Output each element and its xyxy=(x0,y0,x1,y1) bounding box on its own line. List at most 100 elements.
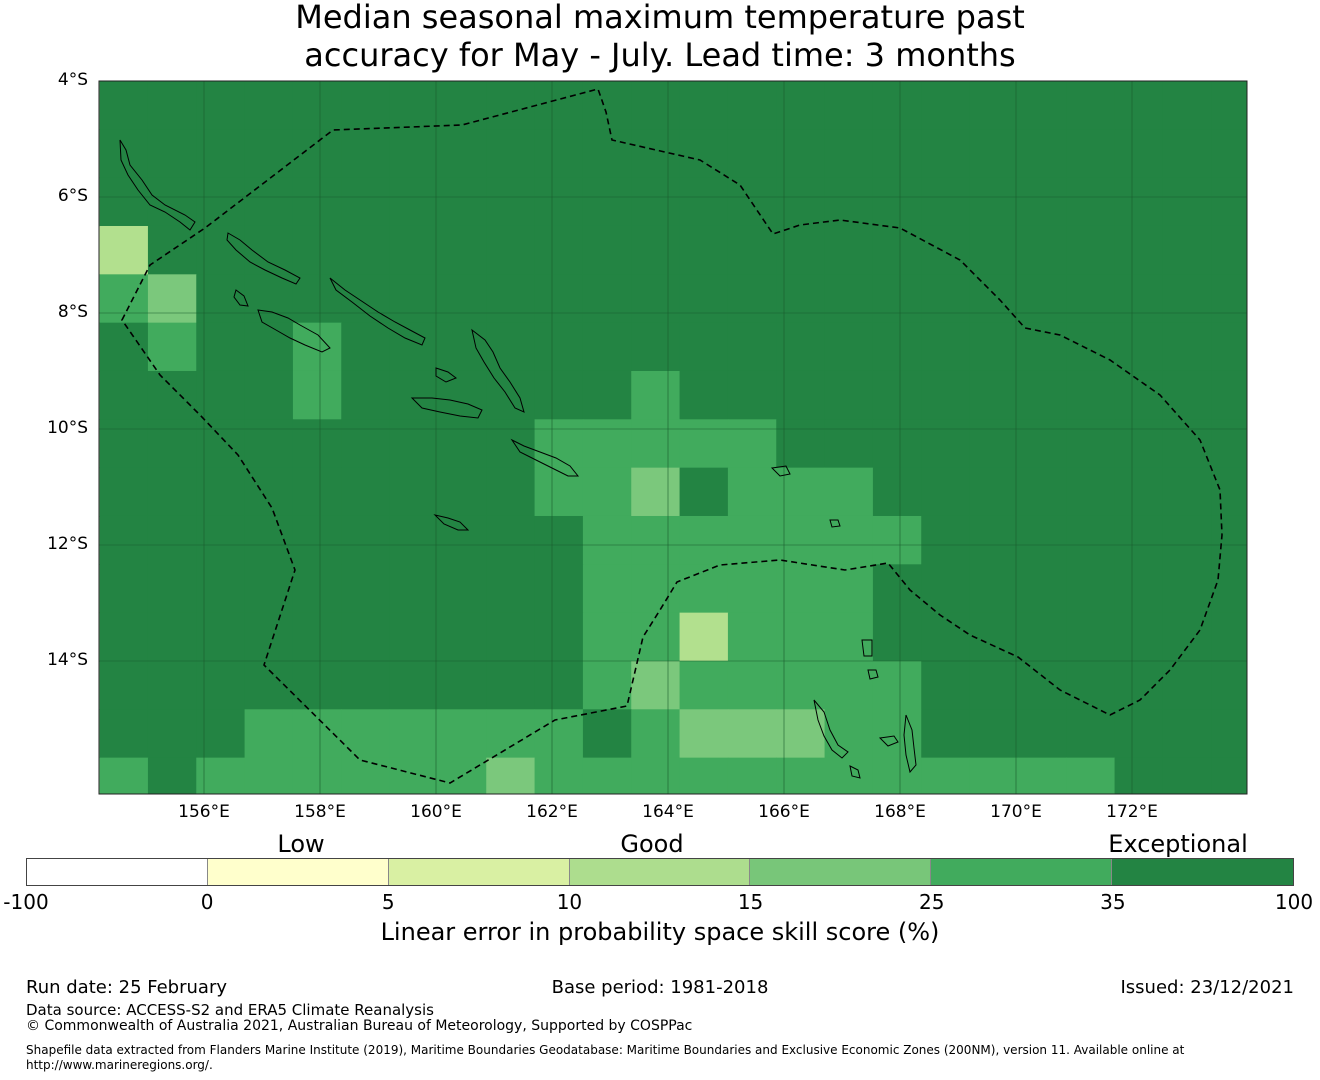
grid-cell xyxy=(1017,322,1067,372)
grid-cell xyxy=(679,612,729,662)
grid-cell xyxy=(631,757,681,795)
grid-cell xyxy=(341,81,391,130)
grid-cell xyxy=(1017,660,1067,710)
grid-cell xyxy=(196,564,246,614)
grid-cell xyxy=(631,564,681,614)
grid-cell xyxy=(679,129,729,179)
grid-cell xyxy=(631,322,681,372)
grid-cell xyxy=(872,467,922,517)
grid-cell xyxy=(1066,225,1116,275)
grid-cell xyxy=(1066,515,1116,565)
grid-cell xyxy=(969,515,1019,565)
grid-cell xyxy=(99,757,149,795)
grid-cell xyxy=(824,612,874,662)
grid-cell xyxy=(727,274,777,324)
grid-cell xyxy=(582,612,632,662)
grid-cell xyxy=(437,370,487,420)
grid-cell xyxy=(1114,467,1164,517)
colorbar-segment xyxy=(1112,859,1293,885)
grid-cell xyxy=(341,660,391,710)
grid-cell xyxy=(196,322,246,372)
grid-cell xyxy=(147,274,197,324)
grid-cell xyxy=(1066,322,1116,372)
grid-cell xyxy=(244,612,294,662)
colorbar-tick-label: 10 xyxy=(556,890,583,914)
island-outline xyxy=(878,735,899,747)
grid-cell xyxy=(1211,225,1248,275)
grid-cell xyxy=(292,81,342,130)
grid-cell xyxy=(99,660,149,710)
grid-cell xyxy=(534,419,584,469)
island-outline xyxy=(329,277,426,346)
grid-cell xyxy=(389,322,439,372)
grid-cell xyxy=(244,129,294,179)
grid-cell xyxy=(437,467,487,517)
island-outline xyxy=(770,465,791,477)
grid-cell xyxy=(147,225,197,275)
colorbar-tick-label: 5 xyxy=(381,890,395,914)
longitude-label: 158°E xyxy=(294,802,346,822)
grid-cell xyxy=(196,225,246,275)
title-line-2: accuracy for May - July. Lead time: 3 mo… xyxy=(304,36,1016,74)
grid-cell xyxy=(1017,709,1067,759)
grid-cell xyxy=(1066,709,1116,759)
grid-cell xyxy=(196,515,246,565)
colorbar-segment xyxy=(569,859,751,885)
grid-cell xyxy=(727,660,777,710)
grid-cell xyxy=(437,660,487,710)
chart-title: Median seasonal maximum temperature past… xyxy=(0,0,1320,74)
grid-cell xyxy=(824,129,874,179)
colorbar-segment xyxy=(207,859,389,885)
grid-cell xyxy=(534,370,584,420)
grid-cell xyxy=(147,564,197,614)
grid-cell xyxy=(1017,225,1067,275)
grid-cell xyxy=(534,660,584,710)
island-outline xyxy=(410,397,483,419)
grid-cell xyxy=(776,177,826,227)
island-outline xyxy=(257,309,331,353)
grid-cell xyxy=(679,177,729,227)
grid-cell xyxy=(244,709,294,759)
grid-cell xyxy=(244,419,294,469)
grid-cell xyxy=(631,81,681,130)
grid-cell xyxy=(872,564,922,614)
colorbar-tick-label: 100 xyxy=(1274,890,1314,914)
island-outline xyxy=(433,514,470,531)
grid-cell xyxy=(389,177,439,227)
category-exceptional: Exceptional xyxy=(1108,830,1248,858)
grid-cell xyxy=(969,757,1019,795)
grid-cell xyxy=(1211,709,1248,759)
grid-cell xyxy=(1211,81,1248,130)
island-outline xyxy=(471,328,525,413)
grid-cell xyxy=(921,225,971,275)
grid-cell xyxy=(486,322,536,372)
grid-cell xyxy=(534,322,584,372)
grid-cell xyxy=(1114,274,1164,324)
grid-cell xyxy=(1114,612,1164,662)
grid-cell xyxy=(1162,709,1212,759)
grid-cell xyxy=(486,177,536,227)
grid-cell xyxy=(534,225,584,275)
grid-cell xyxy=(631,612,681,662)
grid-cell xyxy=(776,757,826,795)
island-outline xyxy=(226,232,301,285)
grid-cell xyxy=(1066,274,1116,324)
grid-cell xyxy=(1162,81,1212,130)
grid-cell xyxy=(921,612,971,662)
grid-cell xyxy=(1114,322,1164,372)
grid-cell xyxy=(534,129,584,179)
grid-cell xyxy=(727,564,777,614)
grid-cell xyxy=(921,515,971,565)
grid-cell xyxy=(341,612,391,662)
grid-cell xyxy=(486,129,536,179)
grid-cell xyxy=(486,81,536,130)
grid-cell xyxy=(1114,129,1164,179)
grid-cell xyxy=(1162,612,1212,662)
grid-cell xyxy=(1017,81,1067,130)
grid-cell xyxy=(824,467,874,517)
grid-cell xyxy=(1162,225,1212,275)
grid-cell xyxy=(1162,370,1212,420)
grid-cell xyxy=(1211,564,1248,614)
longitude-label: 170°E xyxy=(990,802,1042,822)
colorbar-tick-label: 35 xyxy=(1100,890,1126,914)
